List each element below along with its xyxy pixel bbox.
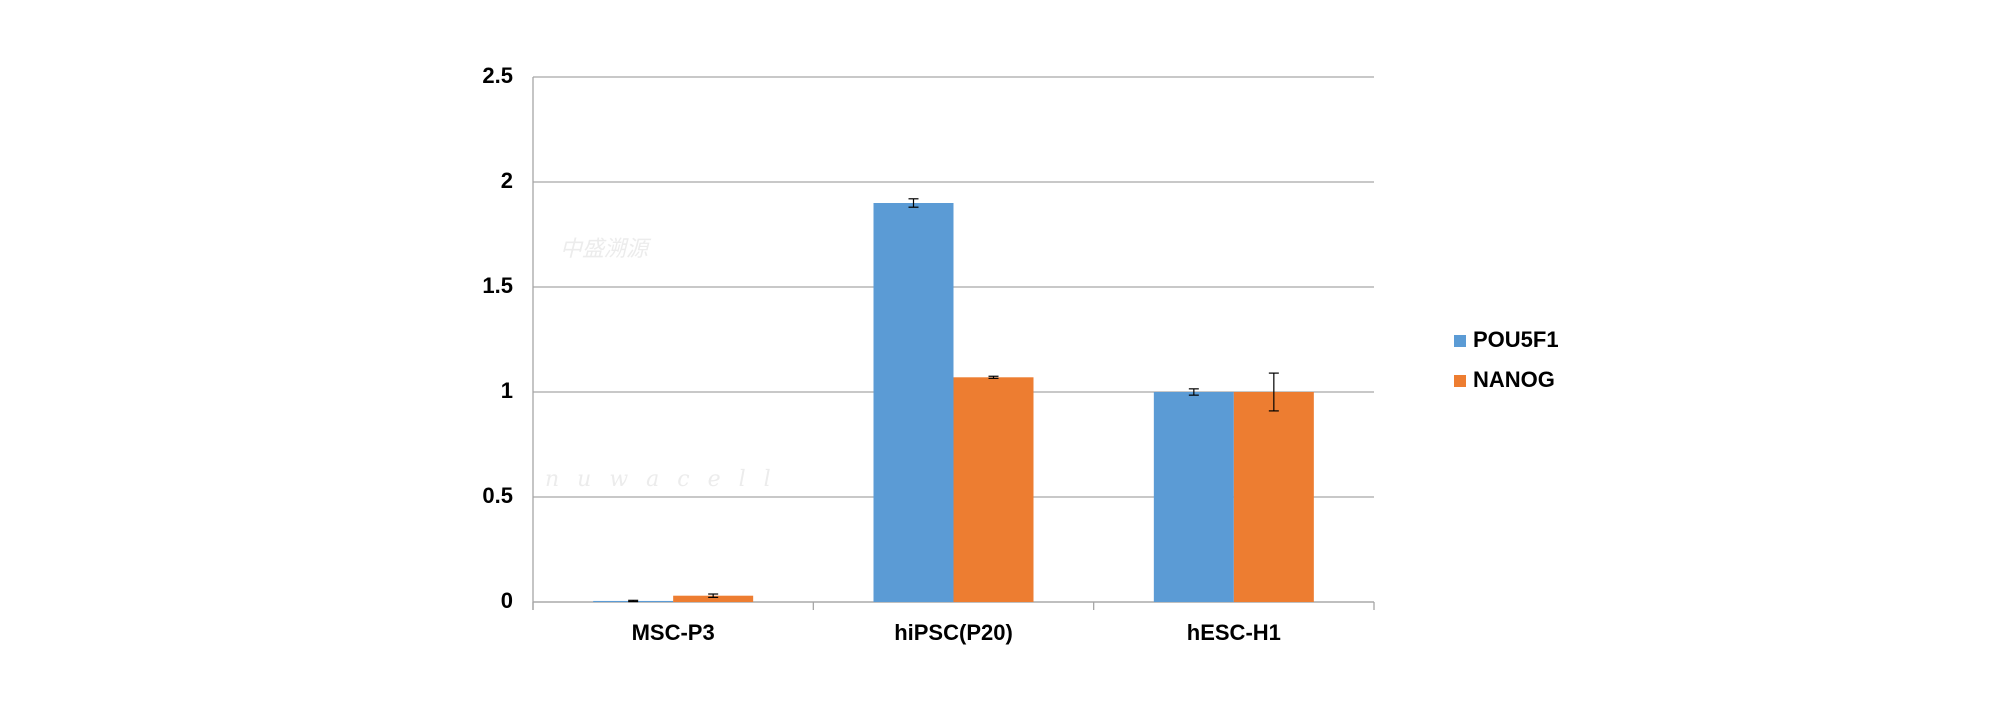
error-bar [708,593,719,598]
y-tick-label: 2.5 [482,63,513,88]
y-tick-label: 1 [501,378,513,403]
bar [1153,392,1234,602]
y-tick-label: 0.5 [482,483,513,508]
bar [673,595,754,602]
bar [953,377,1034,602]
legend-label: NANOG [1473,367,1555,392]
bar [873,203,954,602]
y-tick-label: 1.5 [482,273,513,298]
x-tick-label: hESC-H1 [1187,620,1281,645]
legend-swatch [1454,335,1466,347]
legend-swatch [1454,375,1466,387]
bar [1233,392,1314,602]
error-bar [988,375,999,379]
x-tick-label: hiPSC(P20) [894,620,1013,645]
error-bar [1268,372,1279,412]
x-tick-label: MSC-P3 [632,620,715,645]
error-bar [628,599,639,603]
error-bar [908,198,919,208]
watermark: 中盛溯源 [560,237,652,262]
legend-label: POU5F1 [1473,327,1559,352]
y-tick-label: 2 [501,168,513,193]
y-tick-label: 0 [501,588,513,613]
watermark: nuwacell [545,467,789,492]
error-bar [1188,388,1199,396]
